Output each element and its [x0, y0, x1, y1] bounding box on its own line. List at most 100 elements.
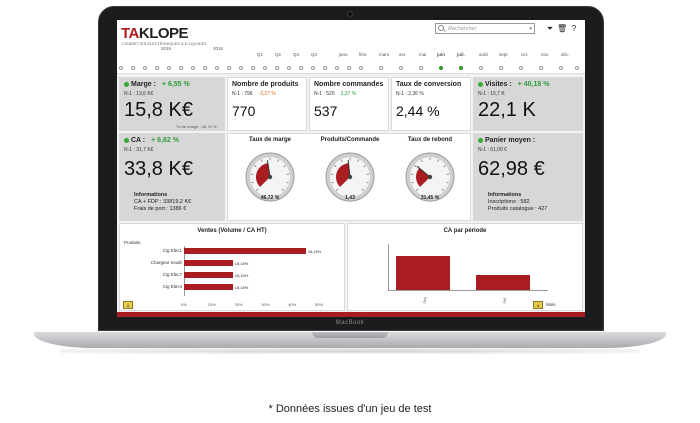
timeline-dot[interactable]: [263, 66, 267, 70]
chevron-down-icon[interactable]: ▾: [529, 25, 532, 32]
timeline-dot[interactable]: [251, 66, 255, 70]
bar[interactable]: [184, 248, 306, 254]
gauge-needle: [347, 160, 351, 178]
timeline-dot[interactable]: [119, 66, 123, 70]
gauge-dial: [405, 152, 455, 202]
month-label[interactable]: avr.: [399, 52, 407, 57]
month-label[interactable]: déc.: [561, 52, 570, 57]
caption: * Données issues d'un jeu de test: [268, 403, 432, 415]
quarter-label[interactable]: Q4: [311, 52, 318, 57]
month-label[interactable]: nov.: [541, 52, 550, 57]
timeline-dot[interactable]: [167, 66, 171, 70]
timeline-dot[interactable]: [575, 66, 579, 70]
timeline-dot[interactable]: [203, 66, 207, 70]
timeline-dot[interactable]: [347, 66, 351, 70]
app-header: TAKLOPE CIGARETTES ÉLECTRONIQUES & E-LIQ…: [117, 20, 585, 74]
timeline-dot-active[interactable]: [439, 66, 443, 70]
timeline-dot[interactable]: [335, 66, 339, 70]
timeline-dot[interactable]: [359, 66, 363, 70]
gauge-tick: [446, 181, 449, 184]
month-label[interactable]: mai: [419, 52, 427, 57]
timeline-dot[interactable]: [559, 66, 563, 70]
help-icon[interactable]: ?: [571, 24, 577, 33]
search-icon: [438, 24, 446, 33]
gauge-value: 1,43: [345, 195, 355, 201]
bar[interactable]: [396, 256, 450, 290]
kpi-conversion-card: Taux de conversion N-1 : 2,36 % 2,44 %: [391, 77, 471, 131]
search-box[interactable]: Rechercher ▾: [435, 23, 535, 34]
timeline-dot[interactable]: [143, 66, 147, 70]
kpi-produits-card: Nombre de produits N-1 : 796 -3,27 % 770: [227, 77, 307, 131]
kpi-label: Panier moyen :: [478, 137, 535, 144]
trash-icon[interactable]: 🗑: [557, 24, 568, 33]
gauge-fill: [256, 163, 270, 187]
chart-axis: [388, 290, 548, 291]
quarter-label[interactable]: Q2: [275, 52, 282, 57]
category-label: Cig Elec1: [162, 248, 182, 253]
filter-icon[interactable]: ⏷: [546, 24, 554, 33]
bar[interactable]: [184, 260, 233, 266]
timeline-dot[interactable]: [519, 66, 523, 70]
timeline-dot[interactable]: [499, 66, 503, 70]
timeline-dot[interactable]: [311, 66, 315, 70]
timeline-dot[interactable]: [399, 66, 403, 70]
year-label[interactable]: 2016: [213, 46, 224, 51]
timeline-dot[interactable]: [191, 66, 195, 70]
quarter-label[interactable]: Q3: [293, 52, 300, 57]
month-label-active[interactable]: juil.: [457, 52, 465, 57]
bar[interactable]: [184, 284, 233, 290]
bar[interactable]: [184, 272, 233, 278]
info-title: Informations: [488, 192, 522, 198]
search-input[interactable]: Rechercher: [448, 25, 477, 32]
year-label[interactable]: 2015: [161, 46, 172, 51]
gauge-title: Produits/Commande: [320, 137, 380, 143]
month-label[interactable]: août: [479, 52, 488, 57]
month-label-active[interactable]: juin: [437, 52, 445, 57]
gauge-tick: [363, 165, 366, 168]
kpi-value: 2,44 %: [396, 103, 440, 119]
gauges-panel: Taux de marge 46,72 % Produits/Commande 1,4…: [227, 133, 471, 221]
info-block: Informations Inscriptions : 582 Produits…: [488, 192, 547, 213]
gauge-tick: [331, 181, 334, 184]
status-dot-icon: [124, 81, 129, 87]
timeline-dot[interactable]: [379, 66, 383, 70]
month-label[interactable]: janv.: [339, 52, 349, 57]
timeline-dot[interactable]: [179, 66, 183, 70]
gauge-tick: [366, 181, 369, 184]
kpi-value: 22,1 K: [478, 99, 536, 121]
month-label[interactable]: mars: [379, 52, 389, 57]
kpi-marge-card: Marge : + 6,55 % N-1 : 13,6 K€ 15,8 K€ Tx…: [119, 77, 225, 131]
year-row: 2015 2016: [117, 46, 585, 69]
gauge-tick: [443, 165, 446, 168]
timeline-dot[interactable]: [239, 66, 243, 70]
month-label[interactable]: oct.: [521, 52, 529, 57]
status-dot-icon: [478, 137, 483, 143]
timeline-dot[interactable]: [155, 66, 159, 70]
gauge-needle: [266, 160, 271, 178]
gauge-tick: [283, 165, 286, 168]
kpi-value: 15,8 K€: [124, 99, 193, 121]
bar[interactable]: [476, 274, 530, 290]
month-label[interactable]: sept.: [499, 52, 509, 57]
export-icon[interactable]: ⤓: [533, 301, 543, 309]
kpi-previous: N-1 : 15,7 K: [478, 91, 505, 97]
timeline-dot[interactable]: [275, 66, 279, 70]
laptop-notch: [312, 332, 388, 338]
timeline-dot[interactable]: [299, 66, 303, 70]
timeline-dot[interactable]: [227, 66, 231, 70]
x-tick-label: 10%: [207, 302, 216, 307]
quarter-label[interactable]: Q1: [257, 52, 264, 57]
kpi-previous: N-1 : 61,00 €: [478, 147, 507, 153]
timeline-dot-active[interactable]: [459, 66, 463, 70]
month-label[interactable]: févr.: [359, 52, 368, 57]
export-icon[interactable]: ⤓: [123, 301, 133, 309]
timeline-dot[interactable]: [215, 66, 219, 70]
timeline-dot[interactable]: [479, 66, 483, 70]
timeline-dot[interactable]: [131, 66, 135, 70]
timeline-dot[interactable]: [419, 66, 423, 70]
timeline-dot[interactable]: [287, 66, 291, 70]
x-tick-label: 0%: [181, 302, 187, 307]
info-line: CA + FDP : 33819,2 K€: [134, 199, 192, 205]
timeline-dot[interactable]: [323, 66, 327, 70]
timeline-dot[interactable]: [539, 66, 543, 70]
